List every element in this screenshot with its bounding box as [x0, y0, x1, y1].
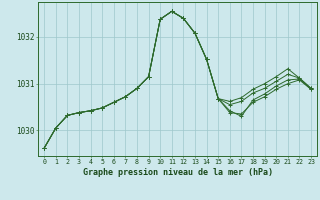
- X-axis label: Graphe pression niveau de la mer (hPa): Graphe pression niveau de la mer (hPa): [83, 168, 273, 177]
